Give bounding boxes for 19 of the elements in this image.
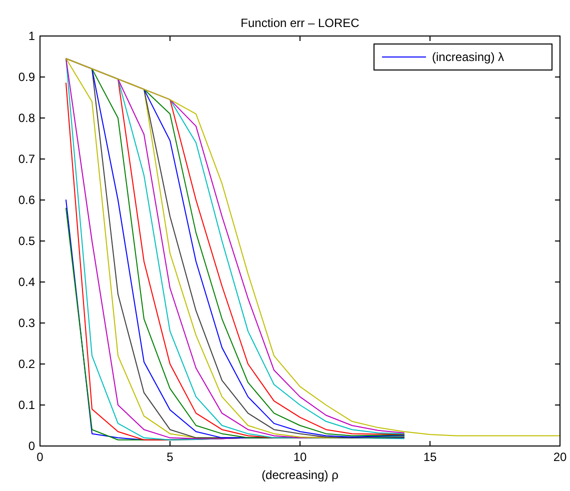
y-tick-label: 0.4 xyxy=(18,275,36,290)
y-tick-label: 0.9 xyxy=(18,70,36,84)
x-tick-label: 15 xyxy=(423,450,437,464)
y-tick-label: 0.5 xyxy=(18,234,36,248)
x-tick-label: 20 xyxy=(553,450,567,464)
y-tick-label: 0 xyxy=(28,439,36,454)
y-tick-label: 0.1 xyxy=(18,398,36,412)
x-tick-label: 5 xyxy=(166,450,174,464)
x-tick-label: 10 xyxy=(293,450,307,464)
y-tick-label: 0.6 xyxy=(18,193,36,208)
y-tick-label: 0.3 xyxy=(18,316,36,330)
x-axis-title: (decreasing) ρ xyxy=(262,468,339,482)
x-tick-label: 0 xyxy=(36,450,44,464)
y-tick-label: 1 xyxy=(28,29,36,44)
y-tick-label: 0.2 xyxy=(18,357,36,372)
chart-title: Function err – LOREC xyxy=(240,16,360,30)
legend-label: (increasing) λ xyxy=(432,50,504,64)
y-tick-label: 0.8 xyxy=(18,111,36,126)
y-tick-label: 0.7 xyxy=(18,152,36,166)
